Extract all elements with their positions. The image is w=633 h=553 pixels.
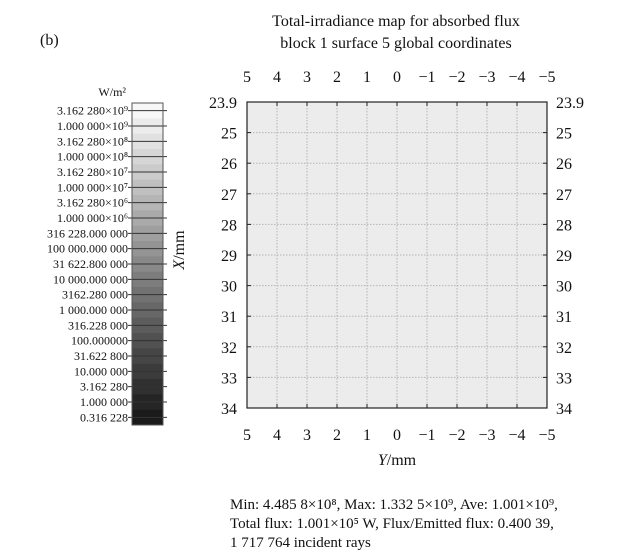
colorbar-tick-label: 3.162 280×10⁷: [57, 165, 128, 179]
colorbar-tick-label: 3.162 280: [80, 380, 128, 394]
chart-title-line1: Total-irradiance map for absorbed flux: [272, 13, 520, 30]
stats-line-1: Min: 4.485 8×10⁸, Max: 1.332 5×10⁹, Ave:…: [230, 497, 558, 513]
flux-statistics: Min: 4.485 8×10⁸, Max: 1.332 5×10⁹, Ave:…: [230, 496, 630, 553]
y-tick-label-left: 23.9: [209, 95, 237, 112]
x-tick-label-bottom: −2: [448, 427, 465, 444]
colorbar-tick-label: 100 000.000 000: [47, 242, 128, 256]
colorbar-tick-label: 31.622 800: [74, 349, 128, 363]
x-tick-label-top: −3: [478, 69, 495, 86]
y-tick-label-right: 30: [556, 279, 572, 296]
x-tick-label-top: 1: [363, 69, 371, 86]
x-tick-label-top: 4: [273, 69, 281, 86]
colorbar-tick-label: 100.000000: [71, 334, 128, 348]
colorbar-tick-label: 1 000.000 000: [59, 303, 128, 317]
x-tick-label-bottom: 3: [303, 427, 311, 444]
x-tick-label-top: 0: [393, 69, 401, 86]
colorbar-tick-label: 10 000.000 000: [53, 272, 128, 286]
x-tick-label-top: −2: [448, 69, 465, 86]
chart-title-line2: block 1 surface 5 global coordinates: [280, 35, 511, 52]
y-tick-label-right: 31: [556, 309, 572, 326]
y-tick-label-left: 33: [221, 370, 237, 387]
y-tick-label-right: 23.9: [556, 95, 584, 112]
colorbar-tick-label: 31 622.800 000: [53, 257, 128, 271]
colorbar-tick-label: 3.162 280×10⁸: [57, 134, 128, 148]
plot-area: [247, 102, 547, 408]
x-tick-label-bottom: −5: [538, 427, 555, 444]
x-tick-label-top: 3: [303, 69, 311, 86]
colorbar-tick-label: 1.000 000: [80, 395, 128, 409]
x-tick-label-bottom: 4: [273, 427, 281, 444]
colorbar-tick-label: 316.228 000: [68, 318, 128, 332]
y-tick-label-left: 34: [221, 401, 237, 418]
x-tick-label-bottom: −3: [478, 427, 495, 444]
colorbar-tick-label: 1.000 000×10⁹: [57, 119, 128, 133]
colorbar-frame: [131, 102, 164, 426]
y-tick-label-right: 27: [556, 187, 572, 204]
colorbar-tick-label: 1.000 000×10⁸: [57, 150, 128, 164]
y-tick-label-left: 26: [221, 156, 237, 173]
x-tick-label-top: −4: [508, 69, 525, 86]
colorbar-tick-label: 316 228.000 000: [47, 226, 128, 240]
x-tick-label-top: −1: [418, 69, 435, 86]
colorbar-tick-label: 0.316 228: [80, 410, 128, 424]
y-tick-label-right: 26: [556, 156, 572, 173]
stats-line-2: Total flux: 1.001×10⁵ W, Flux/Emitted fl…: [230, 516, 554, 532]
y-tick-label-left: 29: [221, 248, 237, 265]
colorbar-tick-label: 1.000 000×10⁶: [57, 211, 128, 225]
colorbar-tick-label: 1.000 000×10⁷: [57, 180, 128, 194]
y-axis-label: X/mm: [171, 230, 188, 271]
panel-label: (b): [40, 32, 59, 49]
y-tick-label-right: 34: [556, 401, 572, 418]
y-tick-label-right: 29: [556, 248, 572, 265]
x-tick-label-top: 5: [243, 69, 251, 86]
x-tick-label-bottom: 1: [363, 427, 371, 444]
y-tick-label-left: 28: [221, 217, 237, 234]
y-tick-label-left: 25: [221, 126, 237, 143]
y-tick-label-left: 32: [221, 340, 237, 357]
x-tick-label-bottom: 2: [333, 427, 341, 444]
colorbar-tick-label: 3.162 280×10⁶: [57, 196, 128, 210]
colorbar-unit: W/m²: [98, 85, 126, 99]
y-tick-label-left: 31: [221, 309, 237, 326]
colorbar-tick-label: 3.162 280×10⁹: [57, 104, 128, 118]
y-tick-label-left: 27: [221, 187, 237, 204]
colorbar-tick-label: 10.000 000: [74, 364, 128, 378]
stats-line-3: 1 717 764 incident rays: [230, 535, 371, 551]
x-tick-label-top: −5: [538, 69, 555, 86]
x-tick-label-bottom: 5: [243, 427, 251, 444]
x-tick-label-bottom: 0: [393, 427, 401, 444]
colorbar-tick-label: 3162.280 000: [62, 288, 128, 302]
x-tick-label-top: 2: [333, 69, 341, 86]
x-tick-label-bottom: −1: [418, 427, 435, 444]
y-tick-label-right: 33: [556, 370, 572, 387]
y-tick-label-right: 28: [556, 217, 572, 234]
y-tick-label-right: 32: [556, 340, 572, 357]
x-tick-label-bottom: −4: [508, 427, 525, 444]
y-tick-label-right: 25: [556, 126, 572, 143]
x-axis-label: Y/mm: [378, 452, 417, 469]
y-tick-label-left: 30: [221, 279, 237, 296]
